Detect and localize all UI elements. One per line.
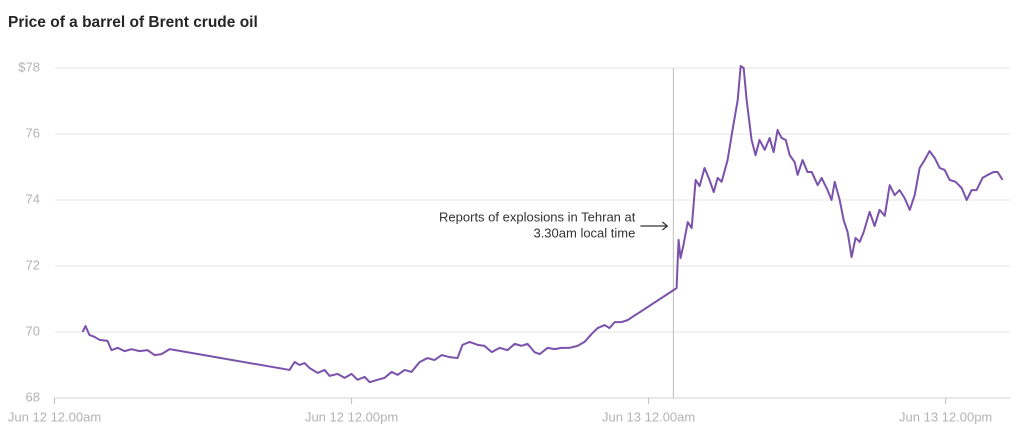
x-tick-label: Jun 12 12.00am (8, 409, 101, 424)
annotation-arrow (640, 221, 669, 231)
y-tick-label: 72 (26, 257, 40, 272)
x-tick-label: Jun 13 12.00pm (899, 409, 992, 424)
x-tick-label: Jun 12 12.00pm (305, 409, 398, 424)
chart-title: Price of a barrel of Brent crude oil (8, 14, 258, 31)
annotation-text: Reports of explosions in Tehran at (439, 209, 636, 224)
y-tick-label: 74 (26, 191, 40, 206)
annotation-text: 3.30am local time (533, 225, 635, 240)
price-line (81, 65, 1004, 384)
y-tick-label: 68 (26, 389, 40, 404)
y-tick-label: 76 (26, 125, 40, 140)
y-tick-label: $78 (18, 59, 40, 74)
x-tick-label: Jun 13 12.00am (602, 409, 695, 424)
y-tick-label: 70 (26, 323, 40, 338)
